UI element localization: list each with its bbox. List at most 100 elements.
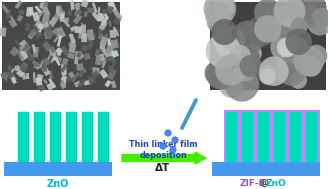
Bar <box>19 45 27 52</box>
Bar <box>99 40 106 50</box>
Circle shape <box>219 74 243 98</box>
Bar <box>81 33 88 42</box>
Bar <box>49 70 53 80</box>
Bar <box>47 55 53 64</box>
Bar <box>5 75 8 81</box>
Bar <box>42 5 51 17</box>
Bar <box>25 23 31 31</box>
Bar <box>224 110 240 162</box>
Bar <box>99 69 108 79</box>
Circle shape <box>165 130 171 136</box>
Bar <box>95 55 102 65</box>
Bar <box>111 50 119 58</box>
Bar <box>38 24 43 29</box>
Circle shape <box>234 58 257 81</box>
Circle shape <box>295 0 327 24</box>
Circle shape <box>170 147 176 153</box>
Bar <box>107 6 114 15</box>
Bar <box>57 47 62 56</box>
Bar <box>42 22 50 29</box>
Bar <box>58 26 66 37</box>
Circle shape <box>206 33 241 69</box>
Bar <box>18 112 29 162</box>
Bar <box>57 36 62 47</box>
Bar <box>88 76 96 84</box>
Bar <box>97 7 100 16</box>
Text: ΔT: ΔT <box>155 163 171 173</box>
Circle shape <box>204 0 236 25</box>
Bar <box>56 28 61 36</box>
Bar <box>107 50 114 56</box>
Bar <box>103 33 108 41</box>
Circle shape <box>239 23 255 39</box>
Bar <box>19 40 31 52</box>
Bar <box>104 80 112 88</box>
Bar <box>0 72 9 79</box>
Circle shape <box>286 14 301 29</box>
Bar <box>2 2 120 90</box>
Bar <box>67 8 73 16</box>
Bar <box>98 33 104 40</box>
Bar <box>68 40 76 48</box>
Bar <box>92 2 98 13</box>
Bar <box>49 16 58 26</box>
Bar <box>212 162 320 176</box>
Bar <box>75 50 85 60</box>
Bar <box>82 45 87 51</box>
Bar <box>90 30 96 39</box>
Bar <box>33 20 43 30</box>
Bar <box>56 56 62 62</box>
Bar <box>104 13 109 20</box>
Circle shape <box>307 9 328 36</box>
Bar <box>91 67 96 74</box>
Bar <box>256 110 272 162</box>
Bar <box>10 15 17 26</box>
Bar <box>107 38 111 46</box>
Circle shape <box>312 8 328 27</box>
Bar <box>52 28 60 36</box>
Bar <box>11 77 17 84</box>
Bar <box>100 23 106 30</box>
Bar <box>242 112 253 162</box>
Bar <box>21 50 28 59</box>
Bar <box>87 40 94 50</box>
Bar <box>33 47 39 58</box>
Bar <box>107 1 117 12</box>
Bar <box>32 24 38 31</box>
Bar <box>41 14 50 25</box>
Bar <box>63 79 67 86</box>
Bar <box>61 17 70 28</box>
Bar <box>102 19 106 26</box>
Bar <box>82 25 86 34</box>
Bar <box>60 83 67 89</box>
Text: Thin linker film
deposition: Thin linker film deposition <box>129 140 197 160</box>
Bar <box>40 2 44 9</box>
Bar <box>107 69 116 80</box>
Text: ZnO: ZnO <box>47 179 69 189</box>
Circle shape <box>274 0 305 27</box>
Bar <box>77 78 86 88</box>
Bar <box>101 57 107 66</box>
Bar <box>75 3 79 14</box>
Bar <box>290 112 301 162</box>
Bar <box>6 9 11 19</box>
Bar <box>101 61 106 68</box>
Bar <box>39 61 43 68</box>
Bar <box>75 51 80 57</box>
Bar <box>19 62 28 71</box>
Bar <box>42 67 51 76</box>
Bar <box>114 28 120 36</box>
Bar <box>50 112 61 162</box>
Bar <box>28 30 36 39</box>
Bar <box>69 43 76 53</box>
Circle shape <box>211 66 235 89</box>
Bar <box>73 14 82 24</box>
Bar <box>55 5 61 16</box>
Bar <box>18 63 28 73</box>
Bar <box>90 33 94 40</box>
Bar <box>42 64 47 72</box>
Bar <box>53 33 61 43</box>
Circle shape <box>214 0 234 18</box>
Circle shape <box>212 29 231 48</box>
Bar <box>101 48 110 58</box>
